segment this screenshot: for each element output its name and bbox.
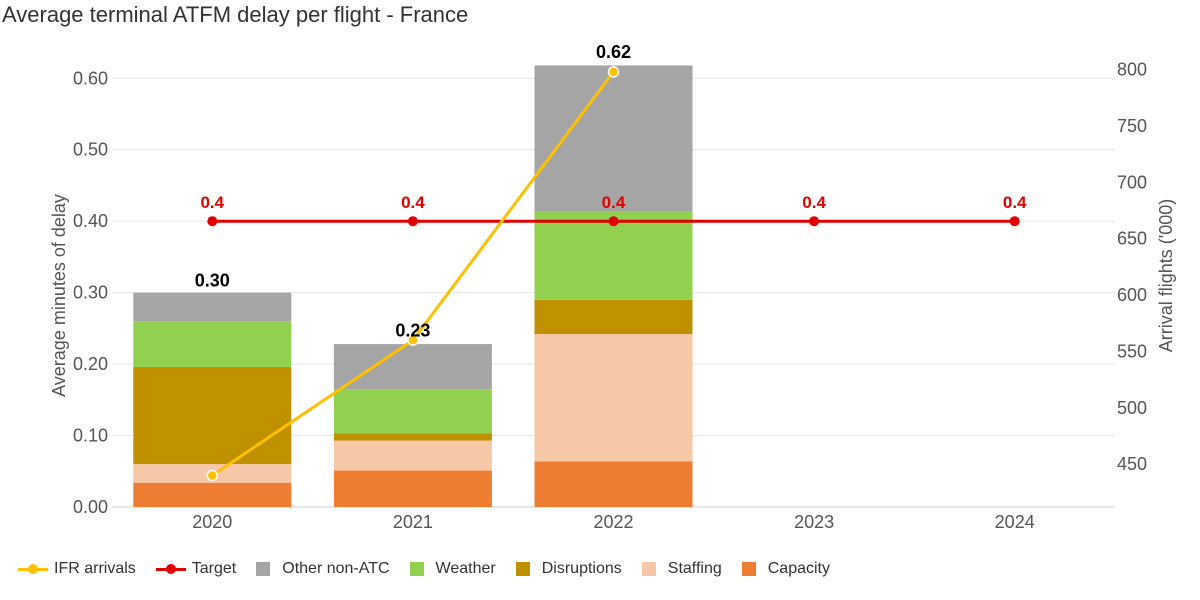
chart-legend: IFR arrivals Target Other non-ATC Weather Di… (18, 560, 850, 578)
legend-marker-dot (28, 564, 38, 574)
y2-tick-label: 600 (1117, 285, 1147, 305)
target-point (207, 216, 218, 227)
legend-swatch (515, 562, 530, 576)
bar-capacity (133, 482, 292, 507)
legend-item-target[interactable]: Target (155, 560, 237, 578)
target-data-label: 0.4 (1003, 193, 1027, 212)
x-tick-label: 2024 (995, 512, 1035, 532)
legend-label: IFR arrivals (54, 560, 136, 577)
legend-swatch (256, 562, 271, 576)
bar-total-label: 0.23 (395, 321, 430, 341)
bar-weather (333, 389, 492, 434)
target-data-label: 0.4 (401, 193, 425, 212)
legend-item-disruptions[interactable]: Disruptions (515, 560, 622, 578)
legend-label: Weather (435, 560, 496, 577)
bar-disruptions (333, 433, 492, 441)
bar-capacity (333, 470, 492, 507)
legend-item-weather[interactable]: Weather (409, 560, 496, 578)
bar-other-non-atc (333, 344, 492, 390)
y2-tick-label: 750 (1117, 116, 1147, 136)
ifr-arrivals-point (607, 66, 620, 78)
y2-tick-label: 650 (1117, 229, 1147, 249)
target-point (608, 216, 619, 227)
x-tick-label: 2023 (794, 512, 834, 532)
chart-title: Average terminal ATFM delay per flight -… (2, 2, 469, 27)
legend-item-ifr-arrivals[interactable]: IFR arrivals (18, 560, 136, 578)
legend-label: Staffing (667, 560, 722, 577)
y2-tick-label: 700 (1117, 172, 1147, 192)
legend-swatch (741, 562, 756, 576)
y-tick-label: 0.40 (73, 211, 108, 231)
bar-other-non-atc (133, 292, 292, 322)
y2-axis-title: Arrival flights ('000) (1156, 199, 1176, 352)
x-tick-label: 2021 (393, 512, 433, 532)
target-point (407, 216, 418, 227)
y-tick-label: 0.50 (73, 140, 108, 160)
bar-staffing (333, 440, 492, 471)
y-tick-label: 0.10 (73, 426, 108, 446)
bar-total-label: 0.62 (596, 42, 631, 62)
legend-item-capacity[interactable]: Capacity (741, 560, 830, 578)
bar-capacity (534, 461, 693, 507)
target-point (809, 216, 820, 227)
y-axis-title: Average minutes of delay (49, 194, 69, 397)
target-point (1009, 216, 1020, 227)
y2-tick-label: 450 (1117, 454, 1147, 474)
target-data-label: 0.4 (802, 193, 826, 212)
y-tick-label: 0.20 (73, 354, 108, 374)
legend-swatch (409, 562, 424, 576)
bar-weather (534, 211, 693, 300)
legend-item-staffing[interactable]: Staffing (641, 560, 722, 578)
target-data-label: 0.4 (602, 193, 626, 212)
legend-label: Other non-ATC (282, 560, 390, 577)
legend-label: Disruptions (541, 560, 622, 577)
y-tick-label: 0.60 (73, 68, 108, 88)
legend-label: Target (191, 560, 237, 577)
y2-tick-label: 500 (1117, 398, 1147, 418)
y2-tick-label: 550 (1117, 341, 1147, 361)
bar-other-non-atc (534, 65, 693, 212)
legend-marker-dot (165, 564, 176, 574)
legend-swatch (18, 564, 48, 574)
legend-swatch (641, 562, 656, 576)
x-tick-label: 2020 (192, 512, 232, 532)
legend-swatch (155, 564, 186, 574)
ifr-arrivals-point (206, 469, 219, 482)
bar-staffing (534, 334, 693, 462)
bar-total-label: 0.30 (195, 271, 230, 291)
legend-label: Capacity (767, 560, 830, 577)
x-tick-label: 2022 (593, 512, 633, 532)
bar-disruptions (133, 366, 292, 465)
legend-item-other-non-atc[interactable]: Other non-ATC (256, 560, 390, 578)
bar-disruptions (534, 299, 693, 335)
y-tick-label: 0.30 (73, 283, 108, 303)
y2-tick-label: 800 (1117, 60, 1147, 80)
target-data-label: 0.4 (200, 193, 224, 212)
ifr-arrivals-point (407, 334, 419, 346)
y-tick-label: 0.00 (73, 497, 108, 517)
bar-weather (133, 321, 292, 367)
